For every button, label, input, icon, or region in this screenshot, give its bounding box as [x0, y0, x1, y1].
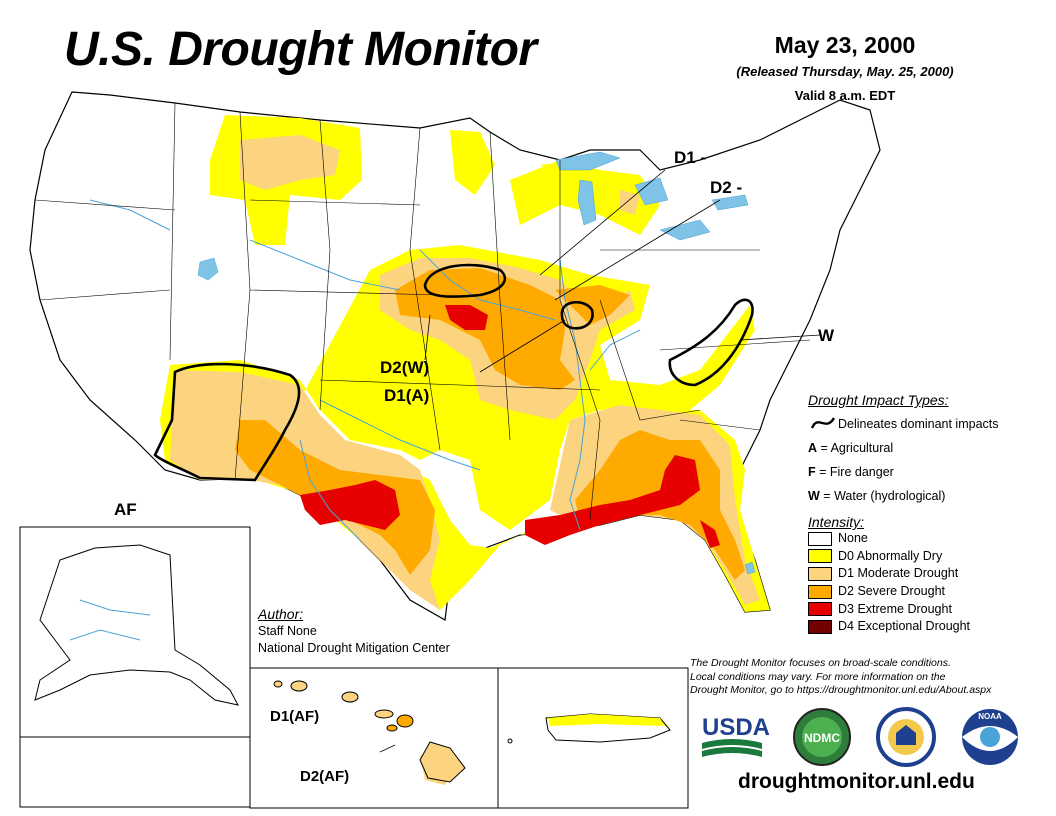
intensity-swatch — [808, 531, 832, 546]
ndmc-logo: NDMC — [793, 708, 851, 766]
impact-key: F — [808, 465, 816, 479]
puerto-rico-d0 — [548, 714, 665, 726]
alaska-rivers — [69, 599, 151, 641]
label-d2w: D2(W) — [380, 358, 430, 377]
label-w: W — [818, 326, 835, 345]
aleutian-inset-frame — [19, 736, 251, 808]
leader-lines — [379, 169, 821, 753]
impact-line-label: Delineates dominant impacts — [808, 412, 1048, 436]
website-link[interactable]: droughtmonitor.unl.edu — [738, 770, 975, 793]
puerto-rico-inset-frame — [497, 667, 689, 809]
usda-logo: USDA — [702, 714, 770, 757]
author-block: Author: Staff None National Drought Miti… — [258, 606, 450, 657]
author-heading: Author: — [258, 606, 304, 622]
lakes — [197, 151, 756, 575]
intensity-item: None — [808, 530, 1048, 548]
intensity-swatch — [808, 567, 832, 582]
intensity-item: D1 Moderate Drought — [808, 565, 1048, 583]
intensity-swatch — [808, 620, 832, 635]
intensity-list: None D0 Abnormally Dry D1 Moderate Drought… — [808, 530, 1048, 636]
map-date: May 23, 2000 — [774, 32, 916, 58]
impact-line-sample — [810, 417, 836, 429]
label-d1a: D1(A) — [384, 386, 430, 405]
disclaimer: The Drought Monitor focuses on broad-sca… — [690, 657, 1030, 698]
ndmc-logo-text: NDMC — [804, 731, 840, 745]
impact-item-water: W = Water (hydrological) — [808, 489, 946, 503]
impact-key: W — [808, 489, 820, 503]
release-date: (Released Thursday, May. 25, 2000) — [736, 64, 954, 79]
alaska-outline — [34, 544, 239, 706]
intensity-label: D0 Abnormally Dry — [838, 548, 943, 563]
disclaimer-line: Local conditions may vary. For more info… — [690, 670, 946, 683]
intensity-item: D4 Exceptional Drought — [808, 618, 1048, 636]
noaa-logo-text: NOAA — [978, 712, 1002, 721]
author-org: National Drought Mitigation Center — [258, 641, 450, 655]
hawaii-inset-frame — [249, 667, 499, 809]
intensity-label: D3 Extreme Drought — [838, 601, 952, 616]
intensity-swatch — [808, 602, 832, 617]
disclaimer-line: Drought Monitor, go to https://droughtmo… — [690, 684, 992, 696]
map-title: U.S. Drought Monitor — [64, 23, 537, 76]
label-af: AF — [114, 500, 137, 519]
impact-key: A — [808, 441, 818, 455]
disclaimer-line: The Drought Monitor focuses on broad-sca… — [690, 657, 951, 669]
intensity-label: D2 Severe Drought — [838, 584, 946, 599]
intensity-item: D3 Extreme Drought — [808, 601, 1048, 619]
impact-line-text: Delineates dominant impacts — [838, 417, 999, 431]
author-name: Staff None — [258, 624, 317, 638]
vieques-island — [507, 738, 513, 744]
label-d2: D2 - — [710, 178, 743, 197]
impact-outlines — [153, 263, 754, 482]
intensity-swatch — [808, 584, 832, 599]
intensity-label: D4 Exceptional Drought — [838, 619, 971, 634]
label-d1: D1 - — [674, 148, 707, 167]
impact-desc: Agricultural — [830, 441, 894, 455]
noaa-logo: NOAA — [962, 709, 1018, 765]
impact-desc: Fire danger — [829, 465, 894, 479]
intensity-swatch — [808, 549, 832, 564]
intensity-label: D1 Moderate Drought — [838, 566, 959, 581]
impact-desc: Water (hydrological) — [834, 489, 946, 503]
valid-time: Valid 8 a.m. EDT — [794, 88, 896, 103]
impact-types-title: Drought Impact Types: — [808, 392, 949, 408]
usda-logo-text: USDA — [702, 714, 770, 741]
impact-item-fire: F = Fire danger — [808, 465, 894, 479]
label-hawaii-d2: D2(AF) — [300, 768, 350, 785]
intensity-title: Intensity: — [808, 514, 865, 530]
hawaii-islands — [273, 680, 466, 783]
intensity-label: None — [838, 531, 868, 545]
state-boundaries — [34, 102, 811, 521]
logos: USDA NDMC NOAA — [702, 707, 1018, 767]
intensity-item: D2 Severe Drought — [808, 583, 1048, 601]
label-hawaii-d1: D1(AF) — [270, 708, 320, 725]
impact-item-agricultural: A = Agricultural — [808, 441, 894, 455]
intensity-item: D0 Abnormally Dry — [808, 548, 1048, 566]
legend: Drought Impact Types: Delineates dominan… — [808, 392, 1048, 636]
d3-areas — [300, 305, 720, 548]
commerce-logo — [876, 707, 936, 767]
